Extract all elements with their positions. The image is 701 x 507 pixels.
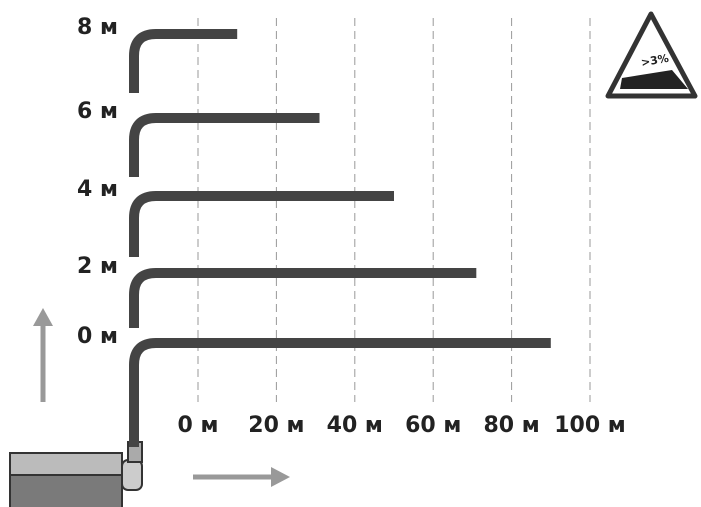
pipe-bend xyxy=(134,118,198,177)
up-arrow xyxy=(33,308,53,402)
x-tick-label: 20 м xyxy=(248,413,304,438)
x-tick-label: 100 м xyxy=(554,413,626,438)
slope-sign: >3% xyxy=(608,14,695,96)
chart: >3% 0 м 20 м 40 м 60 м 80 м 100 м 8 м 6 м 4 м 2 м… xyxy=(0,0,701,507)
plot: 0 м 20 м 40 м 60 м 80 м 100 м 8 м 6 м 4 м 2 м 0 м xyxy=(77,15,626,447)
x-tick-label: 40 м xyxy=(327,413,383,438)
y-category-label: 2 м xyxy=(77,254,118,279)
pipe-bend xyxy=(134,273,198,328)
y-category-label: 4 м xyxy=(77,177,118,202)
x-tick-label: 60 м xyxy=(405,413,461,438)
pipe-bend xyxy=(134,34,198,93)
y-category-label: 8 м xyxy=(77,15,118,40)
x-tick-label: 0 м xyxy=(178,413,219,438)
x-tick-label: 80 м xyxy=(483,413,539,438)
pump xyxy=(10,442,142,507)
pipe-bend xyxy=(134,196,198,257)
right-arrow xyxy=(193,467,290,487)
y-category-label: 0 м xyxy=(77,324,118,349)
y-category-label: 6 м xyxy=(77,99,118,124)
